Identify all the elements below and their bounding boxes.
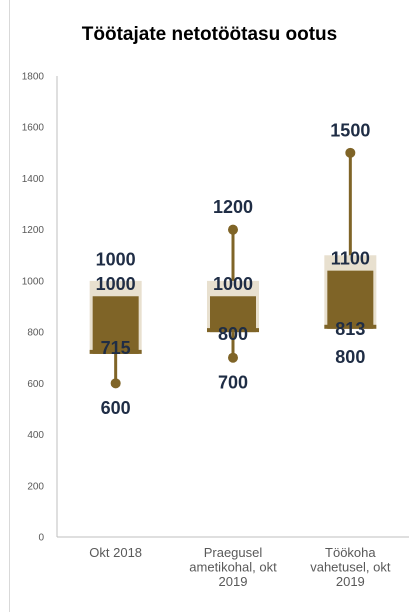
- data-label: 1200: [213, 197, 253, 217]
- max-marker: [228, 224, 238, 235]
- y-tick-label: 200: [27, 481, 44, 492]
- category-label: vahetusel, okt: [310, 560, 391, 575]
- min-marker: [110, 378, 121, 389]
- min-marker: [228, 352, 238, 363]
- data-label: 1100: [331, 248, 370, 268]
- y-tick-label: 400: [27, 430, 44, 441]
- y-tick-label: 1800: [22, 72, 45, 83]
- box-body: [92, 296, 139, 354]
- y-tick-label: 1200: [22, 225, 45, 236]
- y-tick-label: 1000: [22, 276, 45, 287]
- data-label: 800: [218, 324, 248, 344]
- category-label: ametikohal, okt: [189, 560, 277, 575]
- data-label: 813: [335, 319, 365, 339]
- chart-title: Töötajate netotöötasu ootus: [81, 24, 338, 45]
- data-label: 800: [335, 347, 365, 367]
- category-label: Töökoha: [325, 545, 376, 560]
- data-label: 715: [101, 338, 131, 358]
- y-tick-label: 1400: [22, 174, 45, 185]
- box-bottom-edge: [89, 349, 142, 354]
- category-label: Okt 2018: [89, 545, 142, 560]
- data-label: 1000: [96, 250, 136, 270]
- data-label: 1500: [330, 120, 370, 140]
- box-bottom-edge: [324, 324, 377, 329]
- y-tick-label: 800: [27, 328, 44, 339]
- data-label: 1000: [213, 274, 253, 294]
- data-labels: 1000 1000 715 600 1200 1000 800 700 1500 1100 813 8…: [96, 120, 371, 418]
- y-tick-label: 1600: [22, 123, 45, 134]
- y-tick-label: 600: [27, 379, 44, 390]
- left-border: [9, 0, 10, 612]
- category-label: 2019: [336, 574, 365, 589]
- y-tick-label: 0: [38, 533, 44, 544]
- max-marker: [345, 147, 356, 158]
- y-axis: 0 200 400 600 800 1000 1200 1400 1600 1800: [22, 72, 409, 544]
- box-bottom-edge: [207, 328, 259, 333]
- data-label: 600: [101, 398, 131, 418]
- box-series: [89, 147, 377, 389]
- category-label: 2019: [219, 574, 248, 589]
- data-label: 1000: [96, 274, 136, 294]
- box-body: [327, 270, 374, 329]
- data-label: 700: [218, 373, 248, 393]
- category-label: Praegusel: [204, 545, 263, 560]
- box-body: [210, 296, 256, 333]
